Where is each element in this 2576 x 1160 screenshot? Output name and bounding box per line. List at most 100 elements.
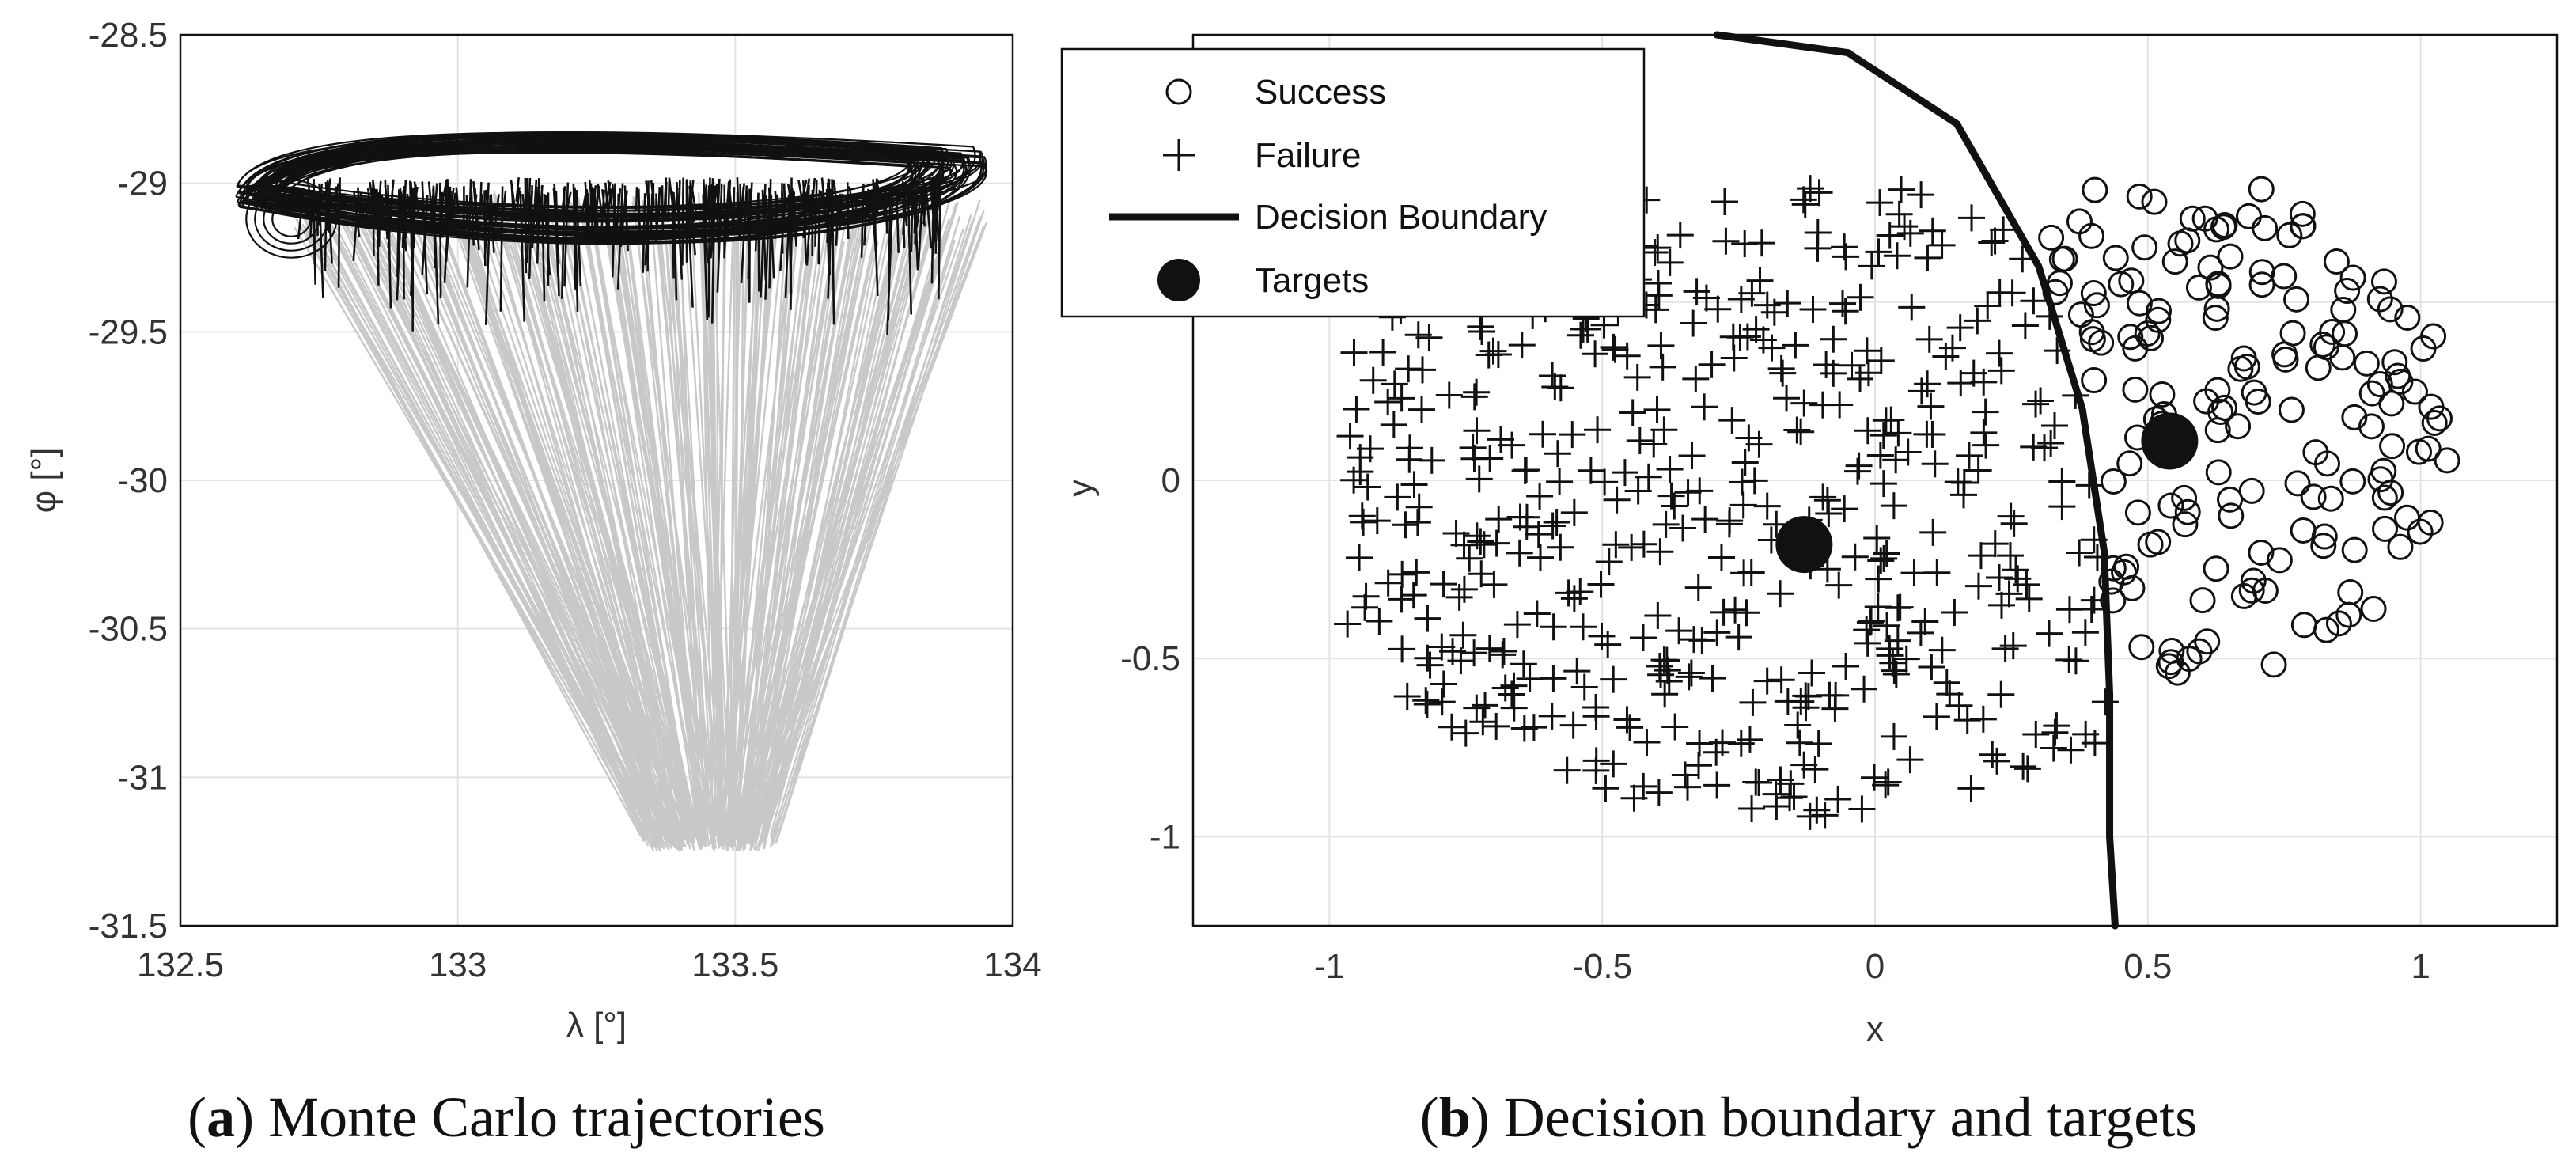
upper-trajectory-streak [814, 180, 818, 247]
success-point [2116, 450, 2143, 477]
success-point [2284, 470, 2311, 497]
failure-point [1392, 511, 1419, 539]
failure-point [1380, 411, 1407, 438]
failure-point [1907, 377, 1935, 405]
descent-trajectory [566, 214, 693, 843]
failure-point [1981, 227, 2009, 255]
upper-trajectory-streak [686, 184, 694, 308]
descent-trajectory [753, 230, 949, 837]
success-point [2233, 354, 2260, 381]
success-point [2241, 379, 2267, 406]
upper-trajectory-streak [536, 178, 540, 264]
failure-point [1867, 347, 1895, 374]
failure-point [1483, 712, 1510, 740]
failure-point [1767, 580, 1794, 608]
x-tick-label: -0.5 [1572, 947, 1632, 986]
failure-point [1525, 521, 1552, 548]
success-point [2179, 205, 2206, 232]
failure-point [1647, 661, 1675, 688]
success-point [2310, 533, 2337, 559]
failure-point [1838, 351, 1866, 379]
upper-trajectory-streak [356, 187, 363, 228]
failure-point [1644, 234, 1672, 262]
failure-point [1880, 722, 1907, 750]
failure-point [1665, 617, 1693, 645]
failure-point [1811, 802, 1839, 829]
failure-point [2037, 429, 2065, 457]
failure-point [1888, 176, 1915, 203]
failure-point [1559, 421, 1586, 449]
failure-point [1858, 607, 1885, 635]
failure-point [1363, 507, 1391, 535]
failure-point [1490, 637, 1517, 665]
failure-point [1484, 341, 1512, 369]
descent-trajectory [726, 227, 818, 838]
failure-point [1675, 663, 1703, 691]
success-point [2279, 320, 2306, 347]
x-axis-label-b: x [1866, 1010, 1884, 1048]
upper-trajectory-streak [591, 186, 598, 233]
upper-trajectory-streak [593, 192, 599, 229]
descent-trajectory [723, 204, 743, 838]
failure-point [1592, 775, 1619, 802]
failure-point [1654, 657, 1681, 684]
failure-point [2013, 755, 2041, 783]
upper-trajectory-streak [801, 180, 808, 209]
upper-trajectory-streak [645, 180, 652, 219]
success-point [2161, 248, 2188, 275]
failure-point [1384, 483, 1411, 511]
upper-trajectory-streak [657, 187, 661, 219]
descent-trajectory [739, 220, 831, 851]
success-point [2172, 511, 2199, 538]
failure-point [1456, 544, 1483, 572]
x-tick-label: 1 [2411, 947, 2430, 986]
y-tick-label: -29.5 [89, 313, 168, 351]
success-point [2078, 319, 2105, 346]
failure-point [1346, 544, 1373, 571]
success-point [2236, 203, 2263, 229]
failure-point [1858, 252, 1885, 280]
failure-point [1872, 771, 1900, 799]
success-point [2146, 298, 2173, 324]
success-point [2203, 295, 2230, 322]
failure-point [1430, 670, 1457, 698]
success-point [2370, 457, 2397, 484]
failure-point [1369, 339, 1397, 366]
failure-point [1646, 538, 1674, 566]
failure-point [1712, 227, 1740, 255]
success-point [2240, 567, 2267, 594]
failure-point [1630, 772, 1657, 800]
legend-box [1060, 47, 1646, 318]
failure-point [1657, 482, 1685, 510]
failure-point [1896, 746, 1924, 774]
failure-point [1463, 378, 1491, 406]
success-point [2118, 267, 2145, 294]
descent-trajectory [741, 239, 877, 843]
failure-point [1601, 335, 1629, 363]
upper-trajectory-streak [494, 194, 500, 227]
failure-point [1847, 283, 1874, 311]
failure-point [2055, 646, 2083, 673]
failure-point [2011, 312, 2039, 339]
failure-point [1656, 455, 1684, 483]
failure-point [1691, 393, 1718, 421]
x-tick-label: 0.5 [2123, 947, 2172, 986]
failure-point [1354, 473, 1381, 501]
descent-trajectory [728, 232, 762, 847]
failure-point [1539, 512, 1566, 540]
descent-trajectory [707, 215, 721, 845]
failure-point [2041, 718, 2069, 746]
descent-trajectory [747, 241, 919, 835]
failure-point [1981, 530, 2009, 558]
upper-trajectory-streak [472, 181, 480, 250]
upper-trajectory-streak [376, 189, 380, 286]
failure-point [1843, 457, 1871, 485]
failure-point [1678, 442, 1706, 469]
upper-trajectory-streak [441, 191, 444, 238]
failure-point [1666, 222, 1694, 249]
success-point [2341, 536, 2368, 563]
upper-trajectory-streak [710, 185, 716, 324]
failure-point [1928, 231, 1956, 259]
failure-point [1510, 650, 1537, 678]
upper-trajectory-streak [907, 189, 913, 315]
